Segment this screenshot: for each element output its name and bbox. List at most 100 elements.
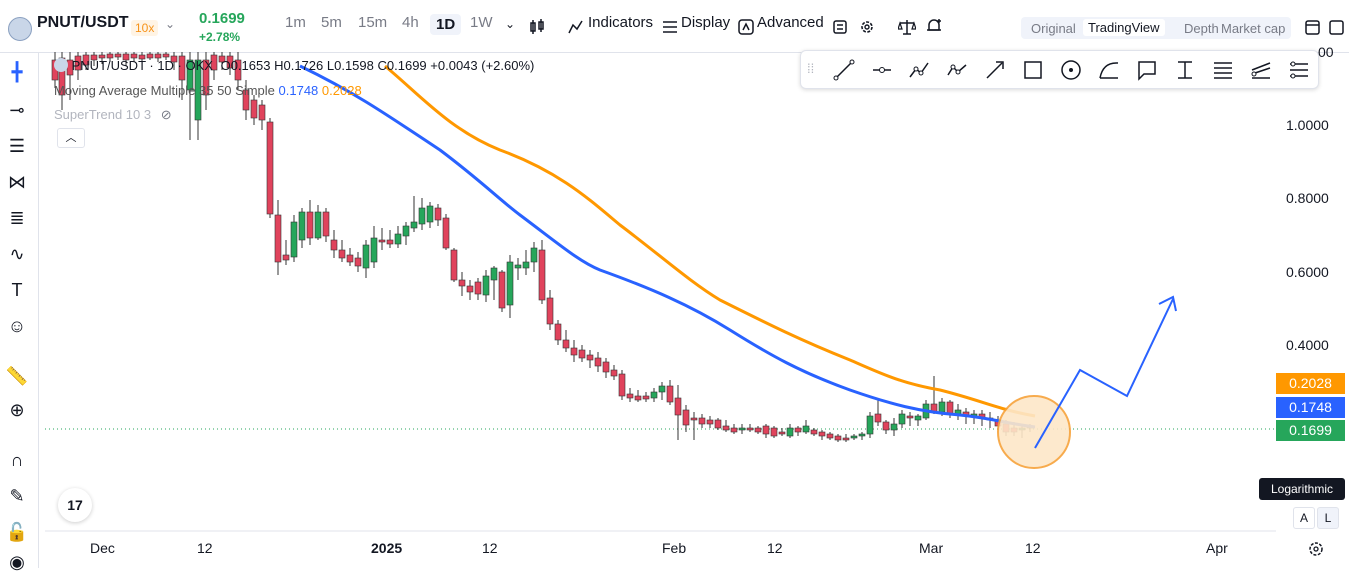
symbol-logo-icon (8, 17, 32, 41)
candle-body (562, 339, 570, 349)
view-depth-tab[interactable]: Depth (1184, 21, 1219, 36)
candle-body (722, 425, 730, 431)
horizontal-line-icon[interactable]: ⊸ (9, 99, 25, 120)
legend-close: C0.1699 (377, 58, 427, 73)
price-range-icon[interactable] (1174, 59, 1196, 81)
fullscreen-icon[interactable] (1329, 20, 1344, 35)
symbol-dropdown-chevron-icon[interactable]: ⌄ (165, 17, 176, 31)
arrow-icon[interactable] (984, 59, 1006, 81)
chart-settings-gear-icon[interactable] (1308, 541, 1324, 557)
tradingview-logo-icon[interactable]: 17 (58, 488, 92, 522)
price-tick-0-8: 0.8000 (1286, 190, 1329, 206)
path-icon[interactable] (946, 59, 968, 81)
candle-body (810, 429, 818, 435)
parallel-lines-icon[interactable]: ≣ (9, 207, 25, 228)
horizontal-ray-icon[interactable] (871, 59, 893, 81)
candle-body (370, 237, 378, 263)
compare-scale-icon[interactable] (898, 19, 916, 35)
gear-icon[interactable] (859, 19, 875, 35)
candle-body (290, 221, 298, 258)
candle-body (242, 89, 250, 111)
pattern-icon[interactable]: ⋈ (8, 171, 26, 192)
timeframe-15m[interactable]: 15m (358, 14, 388, 31)
ruler-icon[interactable]: 📏 (5, 365, 29, 386)
fib-retracement-icon[interactable] (1212, 59, 1234, 81)
rectangle-icon[interactable] (1022, 59, 1044, 81)
callout-icon[interactable] (1136, 59, 1158, 81)
fib-fan-icon[interactable] (1250, 59, 1272, 81)
time-tick-feb: Feb (662, 540, 687, 556)
candle-body (210, 54, 218, 71)
polyline-icon[interactable] (908, 59, 930, 81)
candle-body (234, 59, 242, 81)
candle-body (618, 373, 626, 397)
collapse-legend-icon[interactable]: ︿ (57, 128, 85, 148)
timeframe-4h[interactable]: 4h (402, 14, 419, 31)
candle-body (186, 59, 194, 91)
candle-body (250, 99, 258, 119)
supertrend-label[interactable]: SuperTrend 10 3 (54, 107, 152, 122)
advanced-button[interactable]: Advanced (757, 14, 824, 31)
ma-legend-label[interactable]: Moving Average Multiple 35 50 Simple (54, 83, 275, 98)
candle-body (914, 415, 922, 421)
candle-body (514, 264, 522, 269)
candle-body (634, 395, 642, 401)
log-scale-button[interactable]: L (1317, 507, 1339, 529)
candle-body (858, 433, 866, 437)
legend-title[interactable]: PNUT/USDT · 1D · OKX (71, 58, 213, 73)
view-mode-switcher: Original TradingView Depth Market cap (1021, 17, 1291, 39)
candle-body (218, 55, 226, 63)
view-market-cap-tab[interactable]: Market cap (1221, 21, 1286, 36)
view-original-tab[interactable]: Original (1031, 21, 1076, 36)
gann-icon[interactable] (1288, 59, 1310, 81)
timeframe-1d[interactable]: 1D (430, 14, 462, 35)
fib-icon[interactable]: ☰ (8, 135, 26, 156)
candle-body (466, 285, 474, 293)
trend-icon[interactable]: ∿ (9, 243, 25, 264)
crosshair-icon[interactable]: ╋ (11, 61, 23, 82)
timeframe-more-chevron-icon[interactable]: ⌄ (505, 17, 516, 31)
change-percent: +2.78% (199, 30, 241, 44)
candle-body (874, 413, 882, 423)
layout-window-icon[interactable] (1305, 20, 1320, 35)
symbol-name[interactable]: PNUT/USDT (37, 14, 129, 31)
magnet-icon[interactable]: ∩ (10, 449, 24, 470)
candle-body (778, 431, 786, 435)
time-tick-2025: 2025 (371, 540, 403, 556)
candle-type-icon[interactable] (529, 19, 545, 35)
pencil-lock-icon[interactable]: ✎ (9, 485, 25, 506)
timeframe-1w[interactable]: 1W (470, 14, 493, 31)
circle-icon[interactable] (1060, 59, 1082, 81)
candle-body (522, 261, 530, 269)
timeframe-1m[interactable]: 1m (285, 14, 306, 31)
arc-icon[interactable] (1098, 59, 1120, 81)
candle-body (610, 369, 618, 377)
alert-bell-icon[interactable] (926, 18, 942, 35)
emoji-icon[interactable]: ☺ (7, 315, 27, 336)
candle-body (498, 271, 506, 309)
legend-open: O0.1653 (220, 58, 271, 73)
candle-body (698, 417, 706, 425)
drag-handle-icon[interactable]: ⁞⁞ (807, 61, 815, 76)
candle-body (738, 427, 746, 431)
snapshot-icon[interactable] (832, 19, 848, 35)
zoom-icon[interactable]: ⊕ (9, 399, 25, 420)
text-icon[interactable]: T (11, 279, 23, 300)
candle-body (426, 205, 434, 223)
candle-body (418, 207, 426, 225)
candle-body (346, 254, 354, 263)
candles-group (51, 52, 1034, 442)
auto-scale-button[interactable]: A (1293, 507, 1315, 529)
indicators-button[interactable]: Indicators (588, 14, 654, 31)
display-button[interactable]: Display (681, 14, 731, 31)
ma50-value: 0.2028 (321, 83, 362, 98)
view-tradingview-tab[interactable]: TradingView (1083, 19, 1165, 36)
trend-line-icon[interactable] (833, 59, 855, 81)
top-toolbar: PNUT/USDT 10x ⌄ 0.1699 +2.78% 1m 5m 15m … (0, 0, 1349, 53)
eye-hidden-icon[interactable]: ⊘ (160, 107, 172, 122)
timeframe-5m[interactable]: 5m (321, 14, 342, 31)
eye-icon[interactable]: ◉ (9, 551, 25, 572)
candle-body (362, 244, 370, 269)
lock-icon[interactable]: 🔓 (5, 521, 29, 542)
